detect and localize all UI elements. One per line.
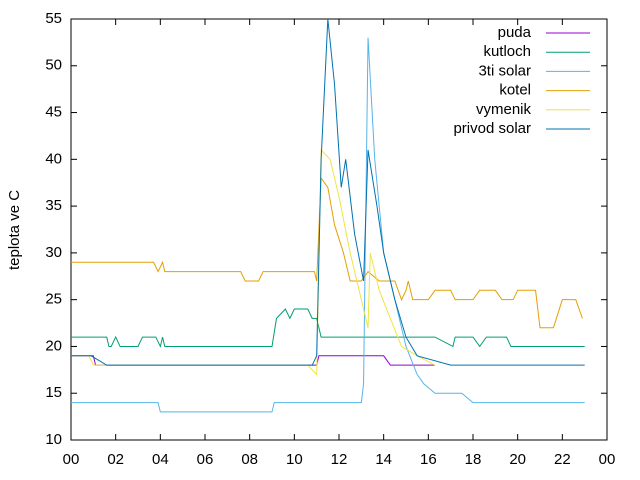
series-line bbox=[71, 18, 585, 366]
x-tick-label: 14 bbox=[375, 451, 392, 468]
y-tick-label: 25 bbox=[45, 291, 62, 308]
x-tick-label: 10 bbox=[286, 451, 303, 468]
series-line bbox=[71, 148, 436, 376]
x-tick-label: 00 bbox=[63, 451, 80, 468]
y-tick-label: 35 bbox=[45, 197, 62, 214]
x-tick-label: 20 bbox=[509, 451, 526, 468]
legend-label: kotel bbox=[499, 82, 531, 99]
series-line bbox=[71, 37, 585, 413]
x-tick-label: 18 bbox=[465, 451, 482, 468]
legend-label: vymenik bbox=[476, 101, 532, 118]
y-tick-label: 15 bbox=[45, 384, 62, 401]
x-tick-label: 16 bbox=[420, 451, 437, 468]
legend-label: 3ti solar bbox=[478, 62, 531, 79]
y-tick-label: 50 bbox=[45, 57, 62, 74]
y-tick-label: 10 bbox=[45, 431, 62, 448]
x-tick-label: 22 bbox=[554, 451, 571, 468]
x-tick-label: 00 bbox=[599, 451, 616, 468]
x-tick-label: 06 bbox=[197, 451, 214, 468]
series-line bbox=[71, 308, 585, 348]
y-axis-label: teplota ve C bbox=[6, 190, 23, 270]
legend-label: puda bbox=[498, 24, 532, 41]
series-line bbox=[71, 176, 583, 329]
x-tick-label: 04 bbox=[152, 451, 169, 468]
y-tick-label: 30 bbox=[45, 244, 62, 261]
series-line bbox=[71, 355, 436, 366]
y-tick-label: 55 bbox=[45, 10, 62, 27]
x-tick-label: 02 bbox=[107, 451, 124, 468]
x-tick-label: 12 bbox=[331, 451, 348, 468]
legend-label: privod solar bbox=[453, 120, 531, 137]
y-tick-label: 40 bbox=[45, 150, 62, 167]
x-tick-label: 08 bbox=[241, 451, 258, 468]
y-tick-label: 45 bbox=[45, 104, 62, 121]
legend-label: kutloch bbox=[483, 43, 531, 60]
y-tick-label: 20 bbox=[45, 337, 62, 354]
